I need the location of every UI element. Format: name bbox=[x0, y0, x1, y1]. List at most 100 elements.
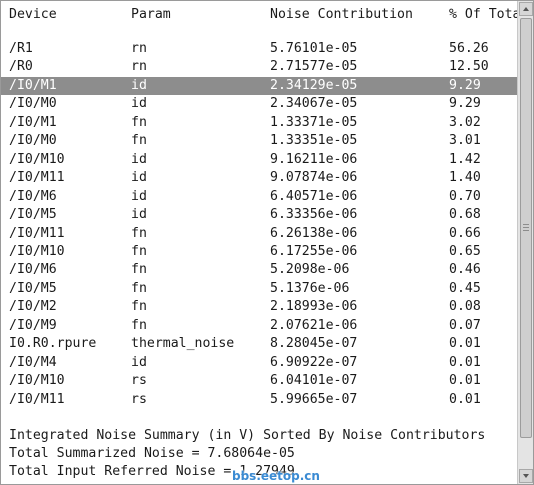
device-cell: /I0/M0 bbox=[9, 133, 57, 149]
param-cell: rn bbox=[131, 59, 147, 75]
noise-cell: 1.33371e-05 bbox=[270, 114, 358, 130]
noise-cell: 9.16211e-06 bbox=[270, 151, 358, 167]
percent-cell: 0.07 bbox=[449, 317, 481, 333]
percent-cell: 0.46 bbox=[449, 262, 481, 278]
device-cell: /I0/M2 bbox=[9, 299, 57, 315]
device-cell: /I0/M10 bbox=[9, 151, 65, 167]
percent-cell: 0.68 bbox=[449, 207, 481, 223]
percent-cell: 9.29 bbox=[449, 96, 481, 112]
summary-title: Integrated Noise Summary (in V) Sorted B… bbox=[9, 428, 486, 443]
table-row[interactable]: /I0/M11 rs 5.99665e-07 0.01 bbox=[1, 391, 517, 409]
device-cell: /R1 bbox=[9, 41, 33, 56]
table-row[interactable]: /I0/M10 fn 6.17255e-06 0.65 bbox=[1, 243, 517, 261]
table-row[interactable]: /I0/M5 fn 5.1376e-06 0.45 bbox=[1, 280, 517, 298]
vertical-scrollbar[interactable] bbox=[517, 1, 533, 484]
header-noise-contribution: Noise Contribution bbox=[270, 7, 413, 22]
percent-cell: 1.40 bbox=[449, 170, 481, 186]
table-row[interactable]: /I0/M2 fn 2.18993e-06 0.08 bbox=[1, 298, 517, 316]
total-input-referred-noise: Total Input Referred Noise = 1.27949 bbox=[9, 464, 295, 479]
table-row[interactable]: /I0/M1 fn 1.33371e-05 3.02 bbox=[1, 114, 517, 132]
param-cell: id bbox=[131, 188, 147, 204]
scroll-down-arrow-icon[interactable] bbox=[519, 469, 533, 483]
noise-cell: 2.07621e-06 bbox=[270, 317, 358, 333]
scroll-up-arrow-icon[interactable] bbox=[519, 2, 533, 16]
scrollbar-thumb[interactable] bbox=[520, 18, 532, 438]
thumb-grip-line bbox=[523, 224, 529, 225]
noise-cell: 1.33351e-05 bbox=[270, 133, 358, 149]
param-cell: id bbox=[131, 151, 147, 167]
table-row[interactable]: /I0/M10 rs 6.04101e-07 0.01 bbox=[1, 372, 517, 390]
noise-cell: 5.1376e-06 bbox=[270, 280, 350, 296]
table-row[interactable]: /I0/M10 id 9.16211e-06 1.42 bbox=[1, 151, 517, 169]
param-cell: rs bbox=[131, 373, 147, 389]
device-cell: /I0/M11 bbox=[9, 391, 65, 407]
param-cell: fn bbox=[131, 299, 147, 315]
device-cell: /I0/M10 bbox=[9, 373, 65, 389]
noise-cell: 6.40571e-06 bbox=[270, 188, 358, 204]
noise-cell: 9.07874e-06 bbox=[270, 170, 358, 186]
table-row[interactable]: /I0/M0 fn 1.33351e-05 3.01 bbox=[1, 132, 517, 150]
noise-cell: 6.33356e-06 bbox=[270, 207, 358, 223]
noise-cell: 6.26138e-06 bbox=[270, 225, 358, 241]
table-row[interactable]: I0.R0.rpure thermal_noise 8.28045e-07 0.01 bbox=[1, 335, 517, 353]
noise-cell: 6.17255e-06 bbox=[270, 243, 358, 259]
table-row[interactable]: /R0 rn 2.71577e-05 12.50 bbox=[1, 58, 517, 76]
header-param: Param bbox=[131, 7, 171, 22]
table-row[interactable]: /I0/M11 id 9.07874e-06 1.40 bbox=[1, 169, 517, 187]
percent-cell: 56.26 bbox=[449, 41, 489, 56]
table-row[interactable]: /I0/M9 fn 2.07621e-06 0.07 bbox=[1, 317, 517, 335]
table-row[interactable]: /I0/M6 fn 5.2098e-06 0.46 bbox=[1, 261, 517, 279]
device-cell: /I0/M5 bbox=[9, 280, 57, 296]
param-cell: id bbox=[131, 77, 147, 93]
device-cell: /I0/M6 bbox=[9, 262, 57, 278]
device-cell: /I0/M1 bbox=[9, 77, 57, 93]
table-row[interactable]: /I0/M5 id 6.33356e-06 0.68 bbox=[1, 206, 517, 224]
param-cell: fn bbox=[131, 262, 147, 278]
total-summarized-noise: Total Summarized Noise = 7.68064e-05 bbox=[9, 446, 295, 461]
device-cell: /I0/M10 bbox=[9, 243, 65, 259]
noise-cell: 8.28045e-07 bbox=[270, 336, 358, 352]
param-cell: fn bbox=[131, 243, 147, 259]
percent-cell: 3.01 bbox=[449, 133, 481, 149]
device-cell: /I0/M4 bbox=[9, 354, 57, 370]
percent-cell: 0.66 bbox=[449, 225, 481, 241]
percent-cell: 0.01 bbox=[449, 336, 481, 352]
noise-table-content: Device Param Noise Contribution % Of Tot… bbox=[1, 1, 517, 484]
noise-cell: 2.18993e-06 bbox=[270, 299, 358, 315]
device-cell: /I0/M6 bbox=[9, 188, 57, 204]
noise-cell: 5.2098e-06 bbox=[270, 262, 350, 278]
percent-cell: 0.70 bbox=[449, 188, 481, 204]
device-cell: /I0/M0 bbox=[9, 96, 57, 112]
table-row[interactable]: /I0/M0 id 2.34067e-05 9.29 bbox=[1, 95, 517, 113]
param-cell: fn bbox=[131, 317, 147, 333]
percent-cell: 9.29 bbox=[449, 77, 481, 93]
table-row[interactable]: /R1 rn 5.76101e-05 56.26 bbox=[1, 40, 517, 58]
noise-cell: 6.04101e-07 bbox=[270, 373, 358, 389]
noise-cell: 2.34067e-05 bbox=[270, 96, 358, 112]
param-cell: id bbox=[131, 354, 147, 370]
device-cell: /I0/M11 bbox=[9, 170, 65, 186]
noise-cell: 6.90922e-07 bbox=[270, 354, 358, 370]
thumb-grip-line bbox=[523, 230, 529, 231]
percent-cell: 1.42 bbox=[449, 151, 481, 167]
noise-cell: 2.34129e-05 bbox=[270, 77, 358, 93]
param-cell: fn bbox=[131, 225, 147, 241]
percent-cell: 0.01 bbox=[449, 391, 481, 407]
param-cell: id bbox=[131, 170, 147, 186]
param-cell: fn bbox=[131, 280, 147, 296]
header-device: Device bbox=[9, 7, 57, 22]
table-row-selected[interactable]: /I0/M1 id 2.34129e-05 9.29 bbox=[1, 76, 517, 95]
percent-cell: 0.45 bbox=[449, 280, 481, 296]
param-cell: thermal_noise bbox=[131, 336, 235, 352]
percent-cell: 0.08 bbox=[449, 299, 481, 315]
noise-cell: 2.71577e-05 bbox=[270, 59, 358, 75]
thumb-grip-line bbox=[523, 227, 529, 228]
percent-cell: 3.02 bbox=[449, 114, 481, 130]
percent-cell: 0.01 bbox=[449, 354, 481, 370]
table-row[interactable]: /I0/M4 id 6.90922e-07 0.01 bbox=[1, 354, 517, 372]
device-cell: /I0/M5 bbox=[9, 207, 57, 223]
table-row[interactable]: /I0/M6 id 6.40571e-06 0.70 bbox=[1, 188, 517, 206]
percent-cell: 12.50 bbox=[449, 59, 489, 75]
table-row[interactable]: /I0/M11 fn 6.26138e-06 0.66 bbox=[1, 225, 517, 243]
percent-cell: 0.65 bbox=[449, 243, 481, 259]
